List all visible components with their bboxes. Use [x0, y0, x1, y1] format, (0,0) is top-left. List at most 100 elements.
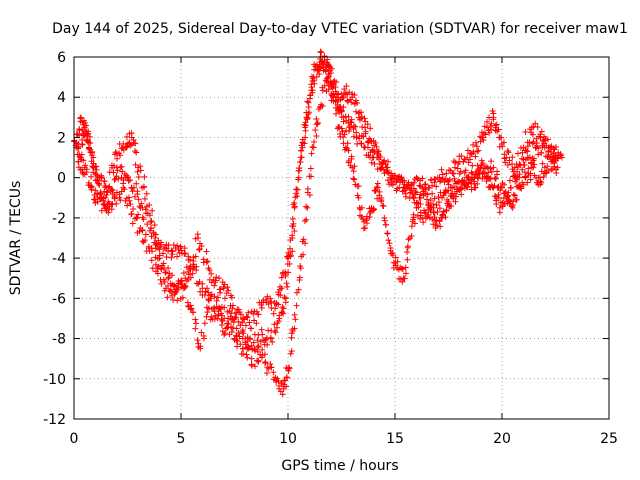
- data-point-fill: [495, 126, 502, 133]
- data-point-fill: [136, 228, 143, 235]
- data-point-fill: [352, 97, 359, 104]
- data-point: [329, 94, 336, 101]
- data-point-fill: [530, 157, 537, 164]
- data-point-fill: [286, 364, 293, 371]
- data-point-fill: [222, 295, 229, 302]
- data-point-fill: [204, 258, 211, 265]
- data-point: [347, 124, 354, 131]
- data-point-fill: [484, 118, 491, 125]
- data-point-fill: [106, 183, 113, 190]
- data-point-fill: [523, 147, 530, 154]
- data-point-fill: [436, 218, 443, 225]
- data-point-fill: [438, 166, 445, 173]
- data-point-fill: [158, 265, 165, 272]
- data-point-fill: [419, 175, 426, 182]
- data-point-fill: [356, 135, 363, 142]
- plot-frame: [73, 56, 610, 420]
- data-point-fill: [309, 87, 316, 94]
- x-axis-label: GPS time / hours: [281, 458, 398, 474]
- data-point-fill: [514, 168, 521, 175]
- data-point-fill: [405, 236, 412, 243]
- data-point-fill: [480, 169, 487, 176]
- data-point: [105, 184, 112, 191]
- data-point-fill: [373, 143, 380, 150]
- data-point-fill: [507, 198, 514, 205]
- data-point-fill: [431, 195, 438, 202]
- data-point-fill: [244, 314, 251, 321]
- data-point-fill: [105, 209, 112, 216]
- data-point-fill: [510, 191, 517, 198]
- data-point-fill: [521, 161, 528, 168]
- data-point-fill: [527, 176, 534, 183]
- data-point-fill: [321, 53, 328, 60]
- data-point-fill: [141, 173, 148, 180]
- data-point-fill: [174, 297, 181, 304]
- data-point-fill: [429, 182, 436, 189]
- y-axis-label: SDTVAR / TECUs: [8, 181, 24, 296]
- data-point: [203, 259, 210, 266]
- data-point-fill: [397, 276, 404, 283]
- data-point-fill: [435, 199, 442, 206]
- data-point-fill: [552, 157, 559, 164]
- data-point-fill: [404, 249, 411, 256]
- data-point-fill: [79, 126, 86, 133]
- data-point-fill: [162, 269, 169, 276]
- data-point-fill: [147, 219, 154, 226]
- data-point-fill: [218, 321, 225, 328]
- data-point-fill: [378, 197, 385, 204]
- data-point-fill: [287, 350, 294, 357]
- data-point-fill: [275, 318, 282, 325]
- data-point-fill: [303, 216, 310, 223]
- data-point-fill: [519, 155, 526, 162]
- data-point-fill: [462, 167, 469, 174]
- data-point-fill: [103, 188, 110, 195]
- data-point-fill: [102, 184, 109, 191]
- data-point-fill: [492, 122, 499, 129]
- data-point: [413, 174, 420, 181]
- chart-title: Day 144 of 2025, Sidereal Day-to-day VTE…: [52, 21, 628, 37]
- data-point-fill: [225, 287, 232, 294]
- data-point-fill: [185, 271, 192, 278]
- data-point-fill: [527, 170, 534, 177]
- data-point-fill: [183, 264, 190, 271]
- data-point-fill: [504, 147, 511, 154]
- data-point-fill: [486, 175, 493, 182]
- data-point-fill: [132, 148, 139, 155]
- data-point-fill: [132, 161, 139, 168]
- y-tick-label: -10: [43, 372, 66, 388]
- data-point-fill: [221, 281, 228, 288]
- data-point-fill: [221, 304, 228, 311]
- data-point-fill: [88, 173, 95, 180]
- data-point-fill: [465, 159, 472, 166]
- data-point-fill: [410, 195, 417, 202]
- data-point-fill: [319, 102, 326, 109]
- data-point-fill: [388, 175, 395, 182]
- data-point-fill: [243, 313, 250, 320]
- data-point-fill: [413, 189, 420, 196]
- data-point-fill: [92, 187, 99, 194]
- data-point-fill: [352, 123, 359, 130]
- data-point-fill: [304, 98, 311, 105]
- data-point-fill: [434, 222, 441, 229]
- data-point-fill: [88, 183, 95, 190]
- data-point-fill: [152, 231, 159, 238]
- data-point: [537, 134, 544, 141]
- data-point-fill: [293, 186, 300, 193]
- data-point-fill: [495, 191, 502, 198]
- data-point: [477, 164, 484, 171]
- data-point-fill: [218, 316, 225, 323]
- data-point-fill: [501, 190, 508, 197]
- data-point-fill: [95, 180, 102, 187]
- data-point-fill: [501, 151, 508, 158]
- data-point-fill: [162, 269, 169, 276]
- data-point-fill: [422, 181, 429, 188]
- data-point-fill: [180, 270, 187, 277]
- data-point-fill: [544, 136, 551, 143]
- data-point-fill: [402, 190, 409, 197]
- data-point-fill: [377, 154, 384, 161]
- data-point-fill: [251, 308, 258, 315]
- data-point-fill: [492, 175, 499, 182]
- data-point-fill: [181, 250, 188, 257]
- data-point-fill: [343, 83, 350, 90]
- data-point-fill: [236, 333, 243, 340]
